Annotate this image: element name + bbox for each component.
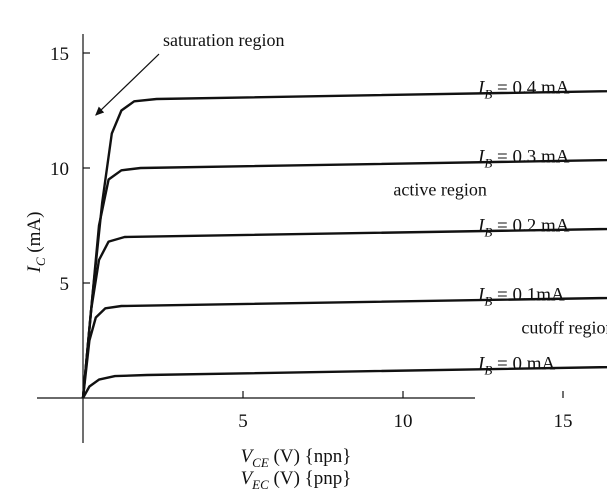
annotations: saturation region active region cutoff reg… [95,30,607,338]
x-axis-label-npn: VCE (V) {npn} [241,446,352,470]
curve-ib-3 [81,296,607,399]
y-tick-label: 10 [50,159,69,180]
curve-ib-0 [81,89,607,399]
y-tick-label: 5 [60,274,70,295]
curve-label-1: IB = 0.3 mA [477,147,570,171]
curve-ib-2 [81,227,607,399]
curve-labels: IB = 0.4 mA IB = 0.3 mA IB = 0.2 mA IB = 0.… [477,78,570,378]
x-ticks: 5101520 [238,391,573,432]
curve-label-2: IB = 0.2 mA [477,216,570,240]
cutoff-region-label: cutoff region [521,318,607,338]
curve-label-3: IB = 0.1mA [477,285,565,309]
y-ticks: 5 10 15 [50,44,90,295]
x-tick-label: 5 [238,411,248,432]
saturation-region-arrow [95,53,160,116]
x-axis-label-pnp: VEC (V) {pnp} [241,468,352,492]
curve-ib-4 [81,365,607,399]
y-axis-label: IC (mA) [24,212,48,274]
x-tick-label: 10 [394,411,413,432]
y-tick-label: 15 [50,44,69,65]
curve-label-4: IB = 0 mA [477,354,556,378]
x-tick-label: 15 [554,411,573,432]
curve-label-0: IB = 0.4 mA [477,78,570,102]
curves [81,89,607,399]
active-region-label: active region [393,180,486,200]
saturation-region-label: saturation region [163,30,284,50]
